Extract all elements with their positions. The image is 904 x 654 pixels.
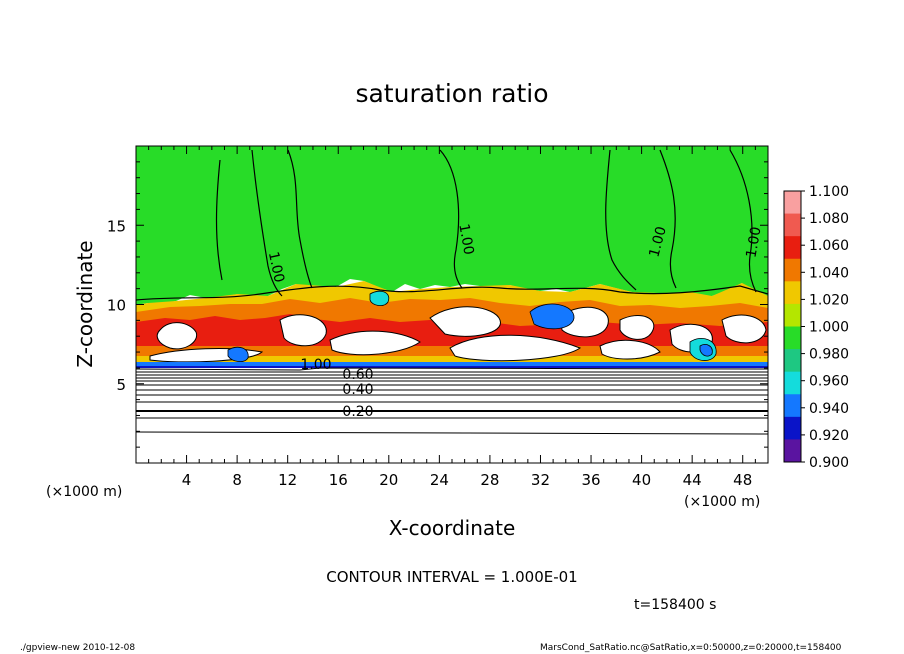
colorbar-segment <box>784 349 801 373</box>
colorbar-segment <box>784 191 801 215</box>
y-axis-unit: (×1000 m) <box>46 484 122 500</box>
x-tick-label: 4 <box>182 471 192 489</box>
colorbar-label: 1.020 <box>809 292 849 308</box>
colorbar-label: 1.000 <box>809 320 849 336</box>
colorbar-segment <box>784 258 801 282</box>
colorbar-segment <box>784 303 801 327</box>
cloud-base-strip <box>136 362 768 367</box>
chart-title: saturation ratio <box>355 79 548 108</box>
y-tick-label: 10 <box>107 297 126 315</box>
y-axis-ticks: 5 10 15 <box>107 161 768 448</box>
colorbar: 1.100 1.080 1.060 1.040 1.020 1.000 0.980 0.960… <box>783 184 849 471</box>
x-tick-label: 12 <box>278 471 297 489</box>
colorbar-label: 1.080 <box>809 211 849 227</box>
colorbar-segment <box>784 371 801 395</box>
upper-contours <box>136 149 768 301</box>
colorbar-label: 0.920 <box>809 428 849 444</box>
x-tick-label: 36 <box>581 471 600 489</box>
low-ratio-patches <box>227 290 717 362</box>
plot-area: 1.00 1.00 1.00 1.00 1.00 0.60 0.40 0.20 <box>136 146 768 463</box>
colorbar-segment <box>784 439 801 463</box>
colorbar-label: 1.060 <box>809 238 849 254</box>
colorbar-segment <box>784 416 801 440</box>
x-tick-label: 32 <box>531 471 550 489</box>
x-tick-label: 16 <box>329 471 348 489</box>
contour-label: 1.00 <box>300 357 331 373</box>
colorbar-segment <box>784 394 801 418</box>
colorbar-label: 0.940 <box>809 401 849 417</box>
x-tick-label: 40 <box>632 471 651 489</box>
colorbar-segment <box>784 281 801 305</box>
footer-left: ./gpview-new 2010-12-08 <box>20 643 135 653</box>
x-tick-label: 48 <box>733 471 752 489</box>
colorbar-label: 0.960 <box>809 374 849 390</box>
colorbar-label: 1.040 <box>809 265 849 281</box>
unsaturated-lower-region <box>136 368 768 463</box>
x-tick-label: 24 <box>430 471 449 489</box>
y-tick-label: 5 <box>116 376 126 394</box>
y-axis-label: Z-coordinate <box>73 240 97 367</box>
contour-label: 1.00 <box>265 250 287 284</box>
x-tick-label: 20 <box>379 471 398 489</box>
y-tick-label: 15 <box>107 217 126 235</box>
x-axis-unit: (×1000 m) <box>684 494 760 510</box>
colorbar-label: 0.900 <box>809 455 849 471</box>
colorbar-segment <box>784 326 801 350</box>
x-tick-label: 8 <box>232 471 242 489</box>
time-label: t=158400 s <box>634 597 716 613</box>
contour-label: 1.00 <box>455 223 476 256</box>
x-axis-label: X-coordinate <box>389 516 516 540</box>
x-tick-label: 28 <box>480 471 499 489</box>
contour-label: 1.00 <box>743 226 764 259</box>
contour-label: 0.60 <box>342 367 373 383</box>
colorbar-segment <box>784 236 801 260</box>
footer-right: MarsCond_SatRatio.nc@SatRatio,x=0:50000,… <box>540 643 842 653</box>
saturated-upper-region <box>136 146 768 305</box>
x-axis-ticks: 4 8 12 16 20 24 28 32 36 40 44 48 <box>148 146 756 489</box>
contour-labels: 1.00 1.00 1.00 1.00 1.00 0.60 0.40 0.20 <box>265 223 765 420</box>
cloud-base-line <box>136 366 768 368</box>
contour-label: 0.40 <box>342 382 373 398</box>
colorbar-label: 1.100 <box>809 184 849 200</box>
colorbar-label: 0.980 <box>809 347 849 363</box>
x-tick-label: 44 <box>683 471 702 489</box>
contour-label: 1.00 <box>646 225 670 259</box>
colorbar-segment <box>784 213 801 237</box>
lower-contours <box>136 367 768 435</box>
contour-label: 0.20 <box>342 404 373 420</box>
contour-interval-text: CONTOUR INTERVAL = 1.000E-01 <box>326 568 577 586</box>
